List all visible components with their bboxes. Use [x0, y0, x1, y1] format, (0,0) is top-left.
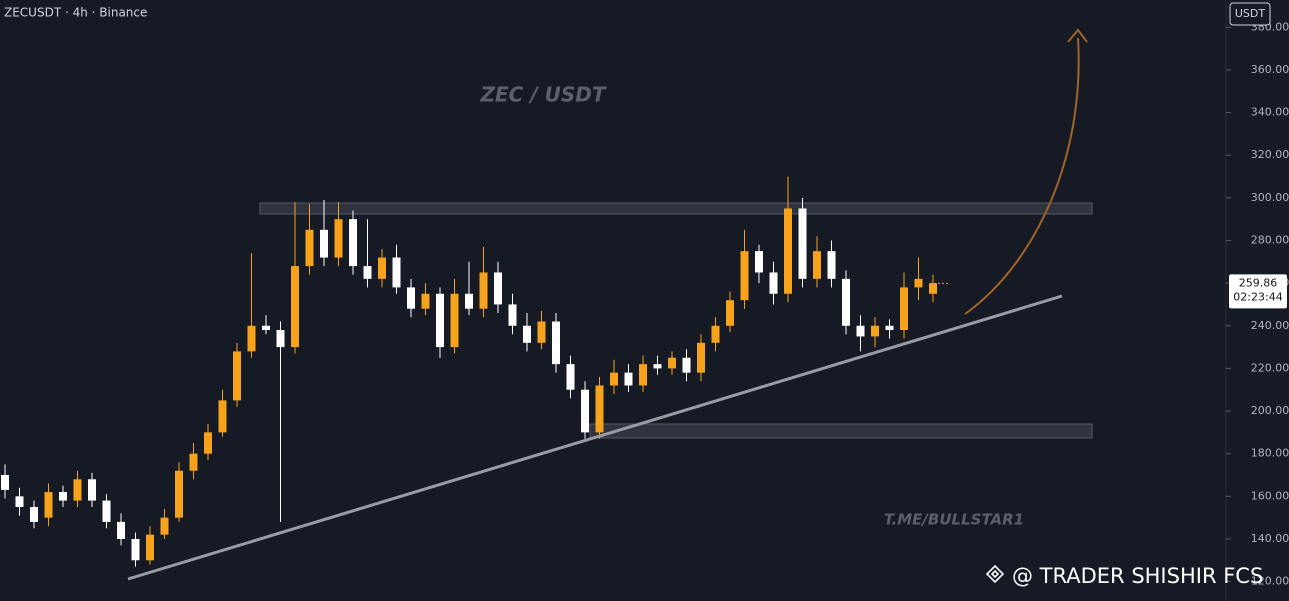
candle-body — [320, 229, 328, 258]
candle-body — [769, 272, 778, 294]
chart-title: ZEC / USDT — [480, 83, 607, 107]
candle-body — [102, 500, 111, 522]
y-tick-label: 340.00 — [1251, 106, 1289, 119]
candle-body — [595, 385, 604, 433]
candle-body — [363, 266, 372, 279]
candle-body — [218, 400, 227, 433]
candle-body — [914, 278, 923, 288]
candle-body — [15, 496, 24, 507]
watermark: @ TRADER SHISHIR FCS — [1012, 564, 1263, 588]
candle-body — [624, 372, 633, 386]
candle-body — [740, 251, 749, 301]
y-tick-label: 200.00 — [1251, 404, 1289, 417]
candle-body — [639, 364, 647, 386]
candle-body — [929, 283, 937, 294]
last-price-box — [1229, 274, 1287, 309]
candle-body — [900, 287, 908, 331]
candle-body — [59, 492, 67, 501]
candle-body — [73, 479, 82, 501]
candle-body — [407, 287, 415, 309]
candle-body — [755, 251, 763, 273]
candle-body — [189, 453, 198, 471]
candle-body — [276, 330, 285, 348]
projection-arrow — [964, 37, 1080, 315]
annotation: T.ME/BULLSTAR1 — [884, 511, 1024, 529]
candle-body — [479, 272, 488, 309]
arrow-head — [1067, 28, 1088, 43]
candle-body — [566, 364, 575, 390]
candle-body — [813, 251, 821, 279]
y-tick-label: 320.00 — [1251, 148, 1289, 161]
y-tick-label: 280.00 — [1251, 233, 1289, 246]
candle-body — [88, 479, 96, 501]
candle-body — [581, 389, 589, 433]
watermark-logo — [985, 564, 1005, 584]
candle-body — [421, 293, 430, 309]
candle-body — [247, 325, 256, 352]
candle-body — [291, 266, 299, 348]
candle-body — [537, 321, 546, 343]
candle-body — [465, 293, 473, 309]
candle-body — [726, 300, 734, 326]
candle-body — [146, 534, 154, 561]
currency[interactable]: USDT — [1235, 7, 1266, 20]
y-tick-label: 160.00 — [1251, 489, 1289, 502]
candle-body — [885, 325, 894, 331]
candle-body — [392, 257, 401, 288]
candle-body — [653, 364, 662, 369]
candle-body — [436, 293, 444, 348]
trendline — [127, 294, 1063, 581]
candle-body — [305, 229, 314, 267]
candle-body — [378, 257, 386, 279]
candle-body — [131, 538, 140, 561]
candle-body — [697, 342, 705, 373]
candle-body — [204, 432, 212, 454]
y-tick-label: 300.00 — [1251, 191, 1289, 204]
candle-body — [523, 325, 531, 343]
candle-body — [494, 272, 502, 305]
candle-body — [668, 357, 676, 369]
candle-body — [334, 219, 343, 258]
candle-body — [30, 506, 38, 522]
countdown: 02:23:44 — [1233, 290, 1282, 303]
currency-box[interactable] — [1229, 2, 1271, 26]
candle-body — [117, 521, 125, 539]
y-tick-label: 240.00 — [1251, 319, 1289, 332]
candle-body — [610, 372, 618, 386]
candle-body — [784, 208, 792, 294]
candle-body — [233, 351, 241, 401]
candle-body — [711, 325, 720, 343]
candle-body — [44, 492, 53, 518]
y-tick-label: 220.00 — [1251, 361, 1289, 374]
candle-body — [160, 517, 169, 535]
candle-body — [349, 219, 357, 267]
candle-body — [856, 325, 865, 337]
candle-body — [262, 325, 270, 331]
candle-body — [827, 251, 836, 279]
symbol-header: ZECUSDT · 4h · Binance — [4, 6, 147, 20]
candle-body — [508, 304, 517, 326]
candle-body — [798, 208, 807, 279]
candle-body — [682, 357, 691, 373]
y-tick-label: 360.00 — [1251, 63, 1289, 76]
candle-body — [175, 470, 183, 518]
candle-body — [552, 321, 560, 365]
candle-body — [450, 293, 459, 348]
candle-body — [842, 278, 850, 326]
resistance-zone — [259, 202, 1093, 215]
y-tick-label: 140.00 — [1251, 532, 1289, 545]
candle-body — [1, 475, 9, 490]
candle-body — [871, 325, 879, 337]
last-price: 259.86 — [1239, 276, 1278, 289]
y-tick-label: 120.00 — [1251, 575, 1289, 588]
support-zone — [589, 423, 1093, 439]
y-tick-label: 180.00 — [1251, 447, 1289, 460]
